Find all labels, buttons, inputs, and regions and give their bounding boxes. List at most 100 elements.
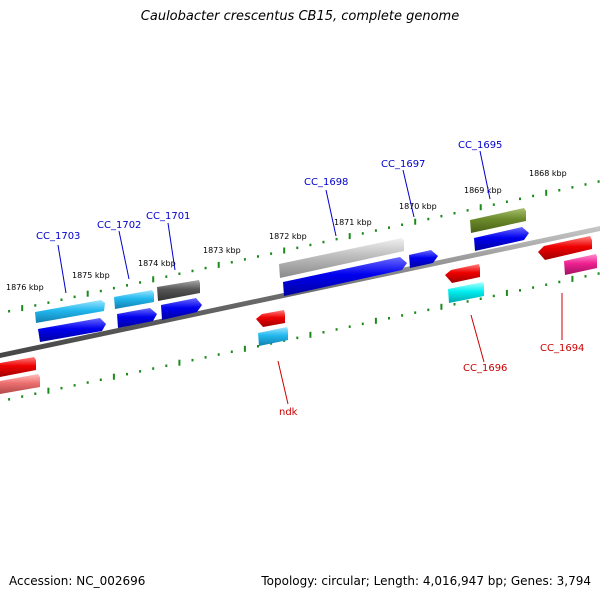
minor-tick bbox=[584, 183, 587, 186]
minor-tick bbox=[532, 286, 535, 289]
minor-tick bbox=[519, 197, 521, 201]
kbp-label-1868: 1868 kbp bbox=[529, 169, 567, 178]
minor-tick bbox=[112, 286, 115, 290]
minor-tick bbox=[34, 392, 37, 395]
minor-tick bbox=[243, 258, 246, 261]
gene-label-cc1697[interactable]: CC_1697 bbox=[381, 159, 425, 170]
gene-feature-aqua[interactable] bbox=[448, 282, 484, 303]
kbp-label-1874: 1874 kbp bbox=[138, 259, 176, 268]
minor-tick bbox=[204, 266, 207, 270]
minor-tick bbox=[492, 203, 495, 206]
minor-tick bbox=[296, 246, 299, 250]
minor-tick bbox=[99, 378, 102, 381]
minor-tick bbox=[322, 331, 325, 334]
gene-feature-pink[interactable] bbox=[0, 374, 40, 394]
minor-tick bbox=[335, 237, 338, 241]
gene-ndk-feature[interactable] bbox=[256, 310, 285, 327]
minor-tick bbox=[532, 194, 535, 198]
minor-tick bbox=[8, 398, 11, 401]
kbp-label-1869: 1869 kbp bbox=[464, 186, 502, 195]
gene-cc1698-feature[interactable] bbox=[279, 238, 404, 278]
gene-feature-blue[interactable] bbox=[474, 227, 529, 251]
minor-tick bbox=[492, 294, 495, 298]
minor-tick bbox=[453, 303, 456, 306]
major-tick bbox=[571, 275, 574, 282]
minor-tick bbox=[126, 284, 128, 287]
gene-cc1697-feature[interactable] bbox=[409, 250, 438, 268]
minor-tick bbox=[466, 209, 469, 212]
map-title: Caulobacter crescentus CB15, complete ge… bbox=[140, 9, 460, 24]
minor-tick bbox=[230, 261, 233, 264]
gene-feature-blue[interactable] bbox=[38, 318, 106, 342]
minor-tick bbox=[191, 358, 194, 362]
gene-cc1695-feature[interactable] bbox=[470, 208, 526, 233]
gene-feature-magenta[interactable] bbox=[564, 254, 597, 275]
minor-tick bbox=[519, 289, 521, 292]
gene-label-cc1703[interactable]: CC_1703 bbox=[36, 231, 80, 242]
major-tick bbox=[86, 290, 89, 297]
label-line-cc1695 bbox=[479, 150, 491, 200]
gene-cc1701-feature[interactable] bbox=[157, 280, 200, 301]
minor-tick bbox=[217, 353, 220, 356]
gene-cc1696-feature[interactable] bbox=[445, 264, 480, 283]
gene-cc1703-feature[interactable] bbox=[35, 300, 105, 323]
label-line-cc1698 bbox=[325, 189, 337, 237]
minor-tick bbox=[401, 223, 404, 226]
kbp-label-1870: 1870 kbp bbox=[399, 202, 437, 211]
minor-tick bbox=[558, 280, 561, 284]
ruler-ticks-upper bbox=[8, 180, 600, 313]
label-line-ndk bbox=[277, 360, 289, 405]
gene-feature-cyan[interactable] bbox=[258, 327, 288, 346]
minor-tick bbox=[361, 232, 364, 235]
gene-label-cc1698[interactable]: CC_1698 bbox=[304, 177, 348, 188]
minor-tick bbox=[8, 310, 11, 313]
gene-label-cc1695[interactable]: CC_1695 bbox=[458, 140, 502, 151]
minor-tick bbox=[348, 325, 351, 328]
label-line-cc1702 bbox=[118, 230, 130, 280]
gene-label-ndk[interactable]: ndk bbox=[279, 407, 298, 418]
major-tick bbox=[479, 204, 482, 211]
major-tick bbox=[505, 289, 508, 296]
minor-tick bbox=[414, 311, 417, 314]
gene-label-cc1701[interactable]: CC_1701 bbox=[146, 211, 190, 222]
gene-feature-blue[interactable] bbox=[161, 298, 202, 320]
minor-tick bbox=[270, 252, 273, 255]
minor-tick bbox=[204, 356, 207, 359]
minor-tick bbox=[453, 212, 456, 215]
minor-tick bbox=[21, 395, 24, 398]
minor-tick bbox=[335, 328, 338, 331]
minor-tick bbox=[466, 300, 469, 303]
minor-tick bbox=[165, 275, 168, 278]
gene-label-cc1694[interactable]: CC_1694 bbox=[540, 343, 584, 354]
label-line-cc1703 bbox=[57, 244, 67, 294]
gene-feature-blue[interactable] bbox=[283, 257, 407, 296]
kbp-label-1875: 1875 kbp bbox=[72, 271, 110, 280]
gene-cc1694-feature[interactable] bbox=[538, 236, 592, 260]
gene-feature-red[interactable] bbox=[0, 357, 36, 377]
minor-tick bbox=[139, 281, 142, 284]
minor-tick bbox=[47, 301, 50, 304]
minor-tick bbox=[374, 229, 377, 232]
gene-cc1702-feature[interactable] bbox=[114, 290, 154, 309]
label-line-cc1696 bbox=[470, 314, 485, 363]
major-tick bbox=[348, 233, 351, 240]
minor-tick bbox=[86, 381, 89, 384]
gene-label-cc1696[interactable]: CC_1696 bbox=[463, 363, 507, 374]
gene-feature-blue[interactable] bbox=[117, 308, 157, 328]
accession-text: Accession: NC_002696 bbox=[9, 574, 146, 588]
minor-tick bbox=[139, 370, 142, 373]
minor-tick bbox=[73, 295, 76, 299]
major-tick bbox=[47, 387, 50, 394]
gene-label-cc1702[interactable]: CC_1702 bbox=[97, 220, 141, 231]
major-tick bbox=[414, 218, 417, 225]
kbp-label-1873: 1873 kbp bbox=[203, 246, 241, 255]
minor-tick bbox=[257, 255, 259, 258]
minor-tick bbox=[126, 372, 128, 376]
minor-tick bbox=[309, 243, 312, 247]
major-tick bbox=[283, 247, 286, 254]
minor-tick bbox=[191, 269, 194, 273]
minor-tick bbox=[597, 272, 600, 275]
kbp-label-1871: 1871 kbp bbox=[334, 218, 372, 227]
minor-tick bbox=[427, 308, 430, 312]
